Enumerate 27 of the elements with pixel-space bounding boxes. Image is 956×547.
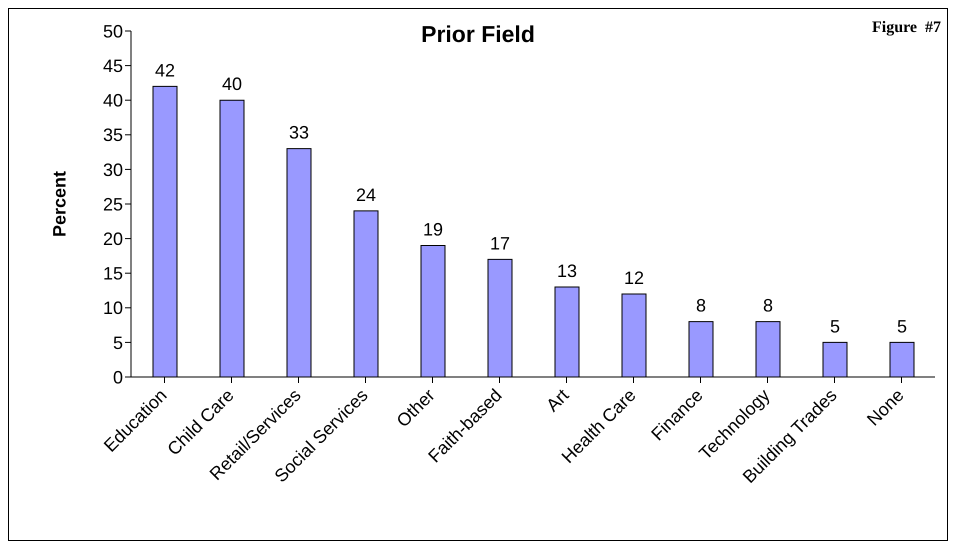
data-label: 19 [422,220,444,240]
chart-title: Prior Field [421,21,535,47]
y-tick-label: 10 [102,298,123,318]
y-tick-label: 5 [112,332,123,353]
data-label: 8 [762,296,774,316]
y-tick-label: 45 [102,56,123,76]
y-tick-label: 20 [102,228,123,249]
data-label: 17 [490,233,510,254]
y-tick-label: 50 [102,21,123,42]
x-tick-label: Art [542,385,573,416]
annotation: Figure #7 [872,19,941,37]
data-label: 5 [830,316,840,336]
data-label: 8 [696,296,706,316]
y-tick-label: 40 [102,90,123,111]
data-label: 33 [288,122,310,143]
data-label: 5 [896,316,908,336]
y-tick-label: 0 [112,367,123,388]
data-label: 13 [556,261,578,282]
data-label: 12 [624,268,644,288]
y-tick-label: 30 [102,160,123,180]
y-tick-label: 15 [102,264,123,284]
data-label: 42 [154,60,176,80]
data-label: 40 [222,74,242,94]
y-axis-title: Percent [49,170,70,238]
y-tick-label: 35 [102,125,123,146]
y-tick-label: 25 [102,194,123,214]
data-label: 24 [356,184,376,205]
